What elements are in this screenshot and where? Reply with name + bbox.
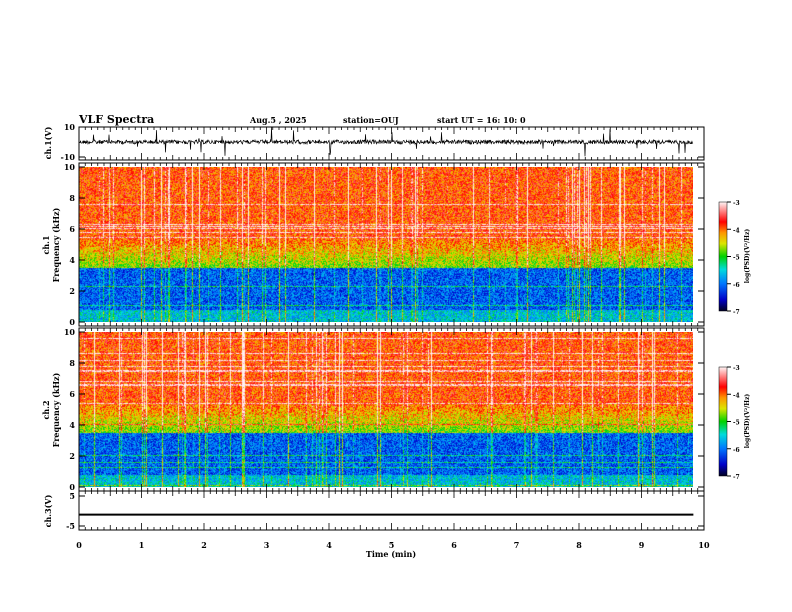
y-tick-label: 2 bbox=[69, 451, 75, 461]
ch2-colorbar-label: log(PSD)(V²/Hz) bbox=[744, 394, 751, 449]
x-tick-label: 10 bbox=[698, 540, 710, 550]
y-tick-label: 2 bbox=[69, 286, 75, 296]
colorbar-tick-label: -7 bbox=[733, 309, 740, 316]
colorbar-tick-label: -6 bbox=[733, 447, 740, 454]
colorbar-tick-label: -7 bbox=[733, 474, 740, 481]
date-label: Aug.5 , 2025 bbox=[249, 115, 307, 125]
colorbar-tick-label: -4 bbox=[733, 392, 740, 399]
y-tick-label: 0 bbox=[69, 317, 75, 327]
y-tick-label: 10 bbox=[64, 162, 76, 172]
panel-frame-2 bbox=[78, 327, 705, 492]
x-tick-label: 1 bbox=[139, 540, 145, 550]
colorbar-frame bbox=[718, 201, 728, 312]
ch1-colorbar bbox=[719, 202, 727, 311]
ch1-ylabel: ch.1(V) bbox=[43, 126, 53, 159]
y-tick-label: 0 bbox=[69, 482, 75, 492]
panel-frame-1 bbox=[78, 162, 705, 327]
start-time-label: start UT = 16: 10: 0 bbox=[437, 115, 526, 125]
x-tick-label: 0 bbox=[76, 540, 82, 550]
figure-title: VLF Spectra bbox=[78, 113, 154, 126]
colorbar-tick-label: -3 bbox=[733, 365, 740, 372]
x-tick-label: 6 bbox=[451, 540, 457, 550]
y-tick-label: 6 bbox=[69, 224, 75, 234]
x-tick-label: 9 bbox=[639, 540, 645, 550]
ch1-colorbar-label: log(PSD)(V²/Hz) bbox=[744, 229, 751, 284]
station-label: station=OUJ bbox=[343, 115, 399, 125]
ch2-spec-ylabel-1: ch.2 bbox=[41, 400, 51, 419]
y-tick-label: 4 bbox=[69, 420, 75, 430]
ch1-spectrogram-image bbox=[79, 167, 693, 322]
y-tick-label: 6 bbox=[69, 389, 75, 399]
ch2-spectrogram-image bbox=[79, 332, 693, 487]
x-tick-label: 3 bbox=[264, 540, 270, 550]
colorbar-tick-label: -3 bbox=[733, 200, 740, 207]
x-tick-label: 5 bbox=[389, 540, 395, 550]
y-tick-label: 10 bbox=[64, 122, 76, 132]
ch1-spec-ylabel-1: ch.1 bbox=[41, 235, 51, 254]
colorbar-frame bbox=[718, 366, 728, 477]
ch2-spec-ylabel-2: Frequency (kHz) bbox=[51, 372, 61, 447]
colorbar-tick-label: -5 bbox=[733, 420, 740, 427]
x-tick-label: 7 bbox=[514, 540, 520, 550]
x-axis-label: Time (min) bbox=[366, 549, 416, 559]
ch2-colorbar bbox=[719, 367, 727, 476]
ch1-waveform-line bbox=[78, 127, 694, 157]
y-tick-label: 10 bbox=[64, 327, 76, 337]
colorbar-tick-label: -6 bbox=[733, 282, 740, 289]
x-tick-label: 4 bbox=[326, 540, 332, 550]
y-tick-label: 8 bbox=[69, 193, 75, 203]
y-tick-label: -5 bbox=[66, 521, 75, 531]
y-tick-label: 8 bbox=[69, 358, 75, 368]
y-tick-label: 4 bbox=[69, 255, 75, 265]
y-tick-label: -10 bbox=[61, 152, 76, 162]
x-tick-label: 8 bbox=[576, 540, 582, 550]
ch1-spec-ylabel-2: Frequency (kHz) bbox=[51, 207, 61, 282]
ch3-ylabel: ch.3(V) bbox=[43, 494, 53, 527]
x-tick-label: 2 bbox=[201, 540, 207, 550]
y-tick-label: 5 bbox=[69, 491, 75, 501]
colorbar-tick-label: -4 bbox=[733, 227, 740, 234]
colorbar-tick-label: -5 bbox=[733, 255, 740, 262]
